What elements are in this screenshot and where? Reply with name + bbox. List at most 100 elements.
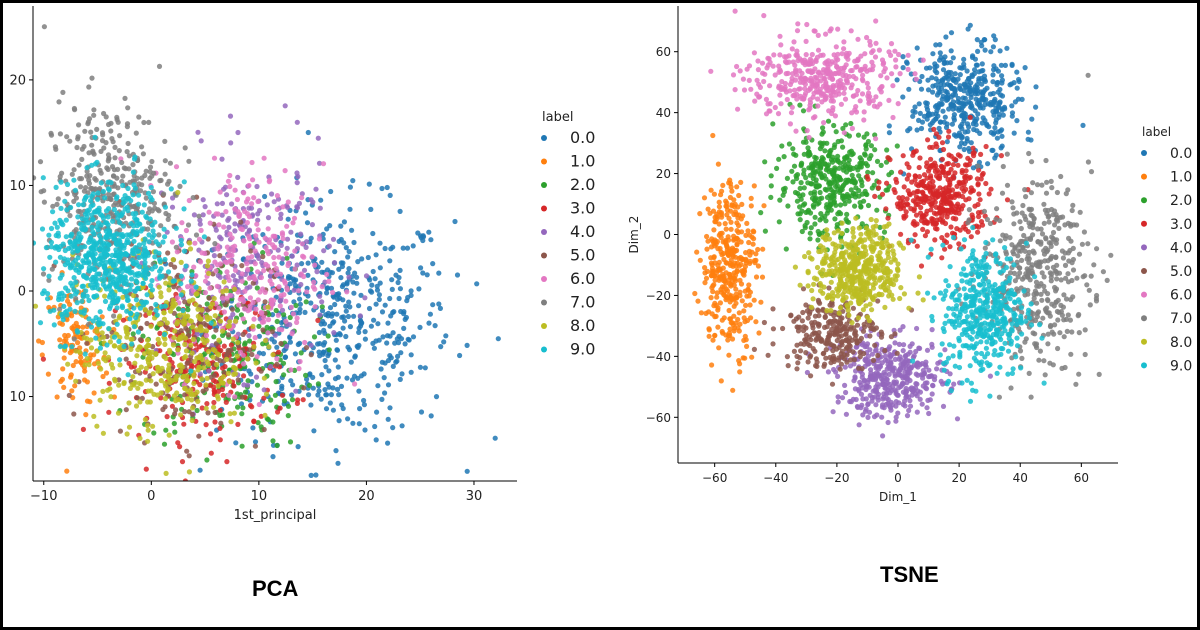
pca-point-6.0 — [265, 226, 271, 232]
pca-point-9.0 — [95, 196, 101, 202]
pca-point-0.0 — [432, 323, 438, 329]
pca-point-2.0 — [161, 441, 168, 447]
pca-point-7.0 — [182, 145, 188, 151]
pca-point-9.0 — [76, 239, 82, 245]
pca-point-8.0 — [204, 263, 211, 269]
pca-point-0.0 — [374, 287, 381, 293]
tsne-point-0.0 — [910, 108, 916, 114]
tsne-point-1.0 — [743, 302, 749, 308]
tsne-point-1.0 — [731, 197, 737, 203]
pca-point-8.0 — [134, 353, 140, 359]
pca-point-0.0 — [260, 351, 266, 357]
pca-point-0.0 — [357, 406, 363, 412]
pca-point-0.0 — [262, 193, 268, 200]
pca-point-8.0 — [142, 416, 148, 423]
pca-point-7.0 — [162, 171, 168, 177]
pca-point-9.0 — [134, 279, 140, 285]
pca-point-5.0 — [308, 352, 314, 358]
tsne-point-1.0 — [753, 319, 759, 325]
tsne-point-1.0 — [714, 290, 720, 296]
pca-point-8.0 — [182, 315, 188, 321]
tsne-point-2.0 — [837, 189, 843, 195]
pca-point-0.0 — [341, 240, 347, 246]
pca-point-9.0 — [155, 241, 161, 247]
pca-point-0.0 — [385, 320, 391, 326]
pca-point-2.0 — [281, 398, 288, 404]
pca-point-9.0 — [178, 292, 184, 298]
pca-y-tick-label: 0 — [18, 285, 26, 300]
tsne-point-2.0 — [840, 125, 846, 132]
pca-point-7.0 — [143, 195, 149, 201]
pca-point-9.0 — [178, 273, 184, 279]
pca-point-7.0 — [139, 144, 145, 150]
pca-point-4.0 — [282, 103, 288, 109]
pca-point-1.0 — [69, 348, 75, 354]
pca-point-2.0 — [172, 429, 178, 435]
tsne-point-0.0 — [978, 39, 984, 45]
pca-point-0.0 — [302, 309, 308, 315]
tsne-point-1.0 — [755, 263, 762, 269]
pca-point-3.0 — [196, 360, 202, 366]
pca-point-8.0 — [210, 354, 216, 360]
pca-point-7.0 — [73, 295, 79, 302]
pca-point-8.0 — [219, 328, 226, 334]
tsne-point-1.0 — [734, 184, 740, 190]
pca-point-6.0 — [288, 367, 294, 373]
pca-point-2.0 — [130, 331, 136, 337]
tsne-point-1.0 — [753, 251, 759, 257]
tsne-point-0.0 — [1015, 96, 1022, 102]
tsne-point-3.0 — [936, 210, 943, 216]
pca-point-4.0 — [362, 295, 368, 301]
tsne-point-0.0 — [961, 61, 967, 67]
pca-point-6.0 — [260, 286, 266, 292]
pca-point-0.0 — [322, 330, 328, 336]
pca-point-3.0 — [241, 373, 247, 379]
tsne-point-1.0 — [736, 328, 742, 334]
tsne-point-2.0 — [852, 203, 858, 209]
pca-point-7.0 — [40, 271, 47, 277]
tsne-point-3.0 — [872, 193, 878, 199]
pca-point-6.0 — [222, 259, 228, 265]
pca-point-6.0 — [279, 327, 285, 333]
tsne-point-2.0 — [820, 125, 826, 131]
pca-point-6.0 — [268, 269, 274, 275]
pca-point-8.0 — [250, 323, 256, 329]
pca-point-5.0 — [229, 306, 236, 312]
tsne-point-1.0 — [734, 228, 740, 234]
pca-legend-marker-9.0 — [541, 346, 547, 353]
pca-point-7.0 — [119, 178, 125, 185]
pca-point-0.0 — [351, 290, 357, 296]
pca-point-0.0 — [395, 279, 401, 286]
pca-point-8.0 — [158, 378, 164, 384]
pca-point-1.0 — [72, 383, 78, 389]
tsne-point-2.0 — [795, 211, 801, 217]
pca-point-9.0 — [61, 293, 67, 299]
tsne-point-3.0 — [916, 164, 922, 171]
pca-point-0.0 — [345, 416, 351, 422]
tsne-point-0.0 — [919, 119, 926, 125]
pca-point-8.0 — [197, 316, 203, 322]
pca-point-9.0 — [48, 239, 55, 245]
pca-point-4.0 — [219, 212, 225, 218]
pca-point-6.0 — [277, 303, 283, 309]
pca-point-6.0 — [290, 311, 296, 317]
pca-point-0.0 — [362, 329, 368, 335]
pca-point-0.0 — [392, 340, 398, 346]
pca-point-9.0 — [89, 217, 95, 223]
pca-point-2.0 — [247, 393, 253, 399]
tsne-point-3.0 — [929, 216, 935, 222]
tsne-point-0.0 — [1002, 62, 1009, 68]
tsne-point-1.0 — [744, 317, 751, 324]
pca-point-6.0 — [271, 261, 277, 267]
tsne-point-0.0 — [944, 89, 950, 95]
tsne-point-3.0 — [978, 176, 984, 182]
tsne-point-1.0 — [709, 266, 716, 272]
tsne-point-3.0 — [959, 193, 966, 200]
tsne-point-3.0 — [974, 176, 981, 182]
pca-point-7.0 — [146, 119, 152, 125]
pca-point-7.0 — [49, 266, 55, 272]
tsne-point-3.0 — [904, 196, 910, 202]
pca-point-7.0 — [76, 162, 82, 168]
tsne-point-1.0 — [735, 204, 741, 210]
pca-point-0.0 — [356, 421, 362, 427]
